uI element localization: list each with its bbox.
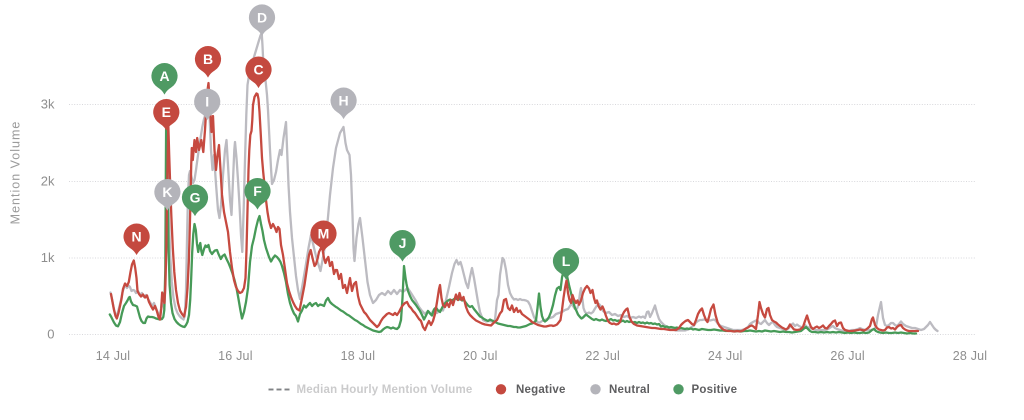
svg-text:A: A	[159, 68, 169, 84]
svg-text:16 Jul: 16 Jul	[218, 349, 253, 363]
svg-text:L: L	[562, 253, 571, 269]
svg-text:3k: 3k	[41, 97, 55, 112]
svg-text:Mention Volume: Mention Volume	[9, 121, 23, 225]
svg-text:18 Jul: 18 Jul	[341, 349, 376, 363]
svg-text:Neutral: Neutral	[609, 384, 650, 396]
svg-text:F: F	[253, 183, 262, 199]
svg-text:E: E	[162, 104, 171, 120]
svg-text:1k: 1k	[41, 250, 55, 265]
svg-text:J: J	[399, 235, 407, 251]
svg-text:Positive: Positive	[692, 384, 738, 396]
svg-text:M: M	[318, 226, 330, 242]
svg-text:26 Jul: 26 Jul	[830, 349, 865, 363]
svg-text:B: B	[203, 51, 213, 67]
svg-text:28 Jul: 28 Jul	[953, 349, 988, 363]
svg-text:I: I	[205, 94, 209, 110]
svg-text:14 Jul: 14 Jul	[96, 349, 131, 363]
svg-text:Median Hourly Mention Volume: Median Hourly Mention Volume	[297, 384, 473, 396]
svg-text:22 Jul: 22 Jul	[585, 349, 620, 363]
svg-text:C: C	[253, 62, 263, 78]
svg-text:N: N	[132, 229, 142, 245]
svg-text:24 Jul: 24 Jul	[708, 349, 743, 363]
svg-text:0: 0	[47, 327, 54, 342]
svg-text:G: G	[190, 190, 201, 206]
svg-text:Negative: Negative	[516, 384, 566, 396]
svg-text:H: H	[339, 93, 349, 109]
svg-text:20 Jul: 20 Jul	[463, 349, 498, 363]
svg-text:D: D	[257, 9, 267, 25]
svg-text:2k: 2k	[41, 174, 55, 189]
svg-text:K: K	[162, 184, 172, 200]
